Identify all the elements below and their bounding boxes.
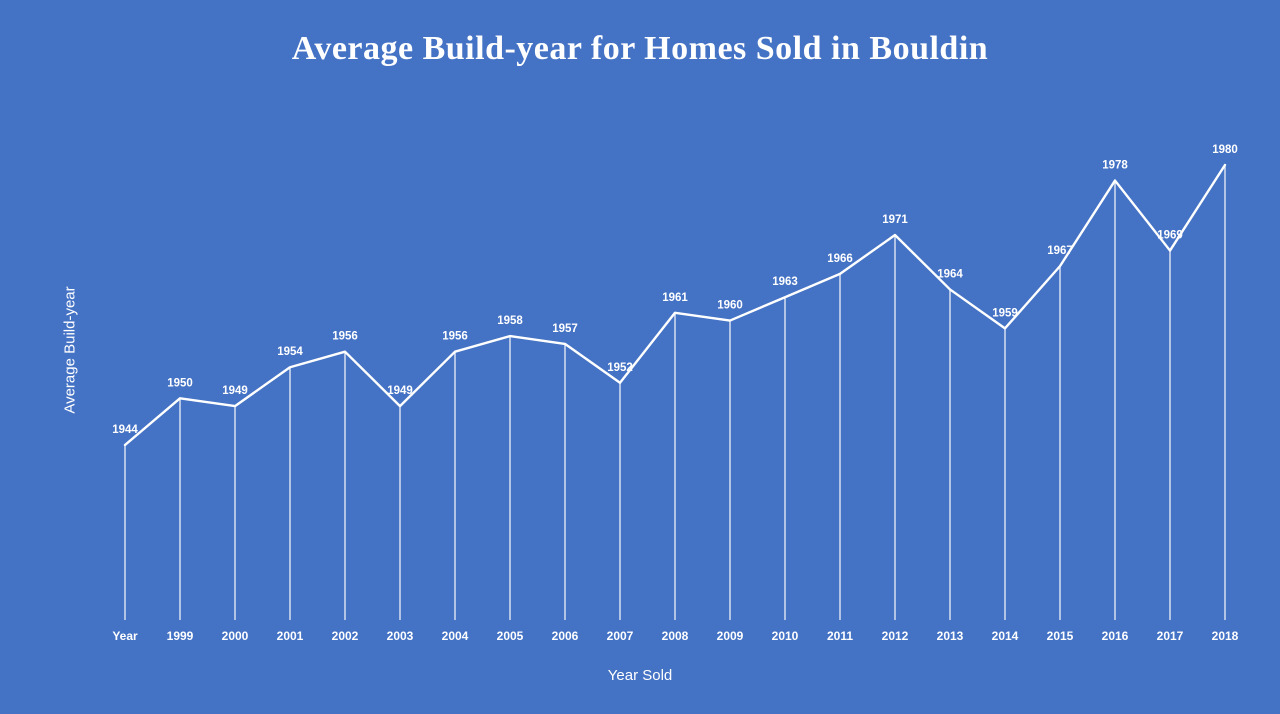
x-tick-label: 2005 bbox=[497, 629, 524, 643]
x-tick-label: 2011 bbox=[827, 629, 853, 643]
x-tick-label: 2015 bbox=[1047, 629, 1074, 643]
data-series-line bbox=[123, 163, 1227, 447]
data-label: 1964 bbox=[937, 268, 963, 280]
data-label: 1967 bbox=[1047, 245, 1073, 257]
data-label: 1959 bbox=[992, 307, 1018, 319]
x-tick-label: 2007 bbox=[607, 629, 634, 643]
x-tick-label: 2001 bbox=[277, 629, 304, 643]
data-label: 1954 bbox=[277, 346, 303, 358]
data-label: 1960 bbox=[717, 300, 743, 312]
data-label: 1949 bbox=[222, 385, 248, 397]
x-tick-label: 2017 bbox=[1157, 629, 1184, 643]
data-label: 1980 bbox=[1212, 144, 1238, 156]
data-label: 1961 bbox=[662, 292, 688, 304]
x-tick-label: 2014 bbox=[992, 629, 1019, 643]
data-label: 1963 bbox=[772, 276, 798, 288]
x-tick-label: 1999 bbox=[167, 629, 194, 643]
data-label: 1956 bbox=[442, 331, 468, 343]
x-tick-label: 2009 bbox=[717, 629, 744, 643]
x-axis-title: Year Sold bbox=[607, 667, 673, 684]
x-tick-label: Year bbox=[112, 629, 138, 643]
data-label: 1949 bbox=[387, 385, 413, 397]
x-tick-label: 2016 bbox=[1102, 629, 1129, 643]
x-tick-label: 2000 bbox=[222, 629, 249, 643]
data-label: 1969 bbox=[1157, 230, 1183, 242]
x-tick-label: 2006 bbox=[552, 629, 579, 643]
data-label: 1971 bbox=[882, 214, 908, 226]
x-tick-label: 2002 bbox=[332, 629, 359, 643]
x-tick-label: 2010 bbox=[772, 629, 799, 643]
data-label: 1978 bbox=[1102, 160, 1128, 172]
x-tick-label: 2008 bbox=[662, 629, 689, 643]
y-axis-title: Average Build-year bbox=[61, 286, 79, 414]
data-label: 1952 bbox=[607, 362, 633, 374]
x-tick-label: 2018 bbox=[1212, 629, 1239, 643]
chart-title: Average Build-year for Homes Sold in Bou… bbox=[291, 30, 989, 67]
x-tick-label: 2003 bbox=[387, 629, 414, 643]
data-label: 1956 bbox=[332, 331, 358, 343]
data-label: 1966 bbox=[827, 253, 853, 265]
x-tick-label: 2012 bbox=[882, 629, 909, 643]
data-label: 1958 bbox=[497, 315, 523, 327]
x-tick-label: 2004 bbox=[442, 629, 469, 643]
data-label: 1950 bbox=[167, 377, 193, 389]
data-label: 1944 bbox=[112, 424, 138, 436]
data-label: 1957 bbox=[552, 323, 578, 335]
x-tick-label: 2013 bbox=[937, 629, 964, 643]
